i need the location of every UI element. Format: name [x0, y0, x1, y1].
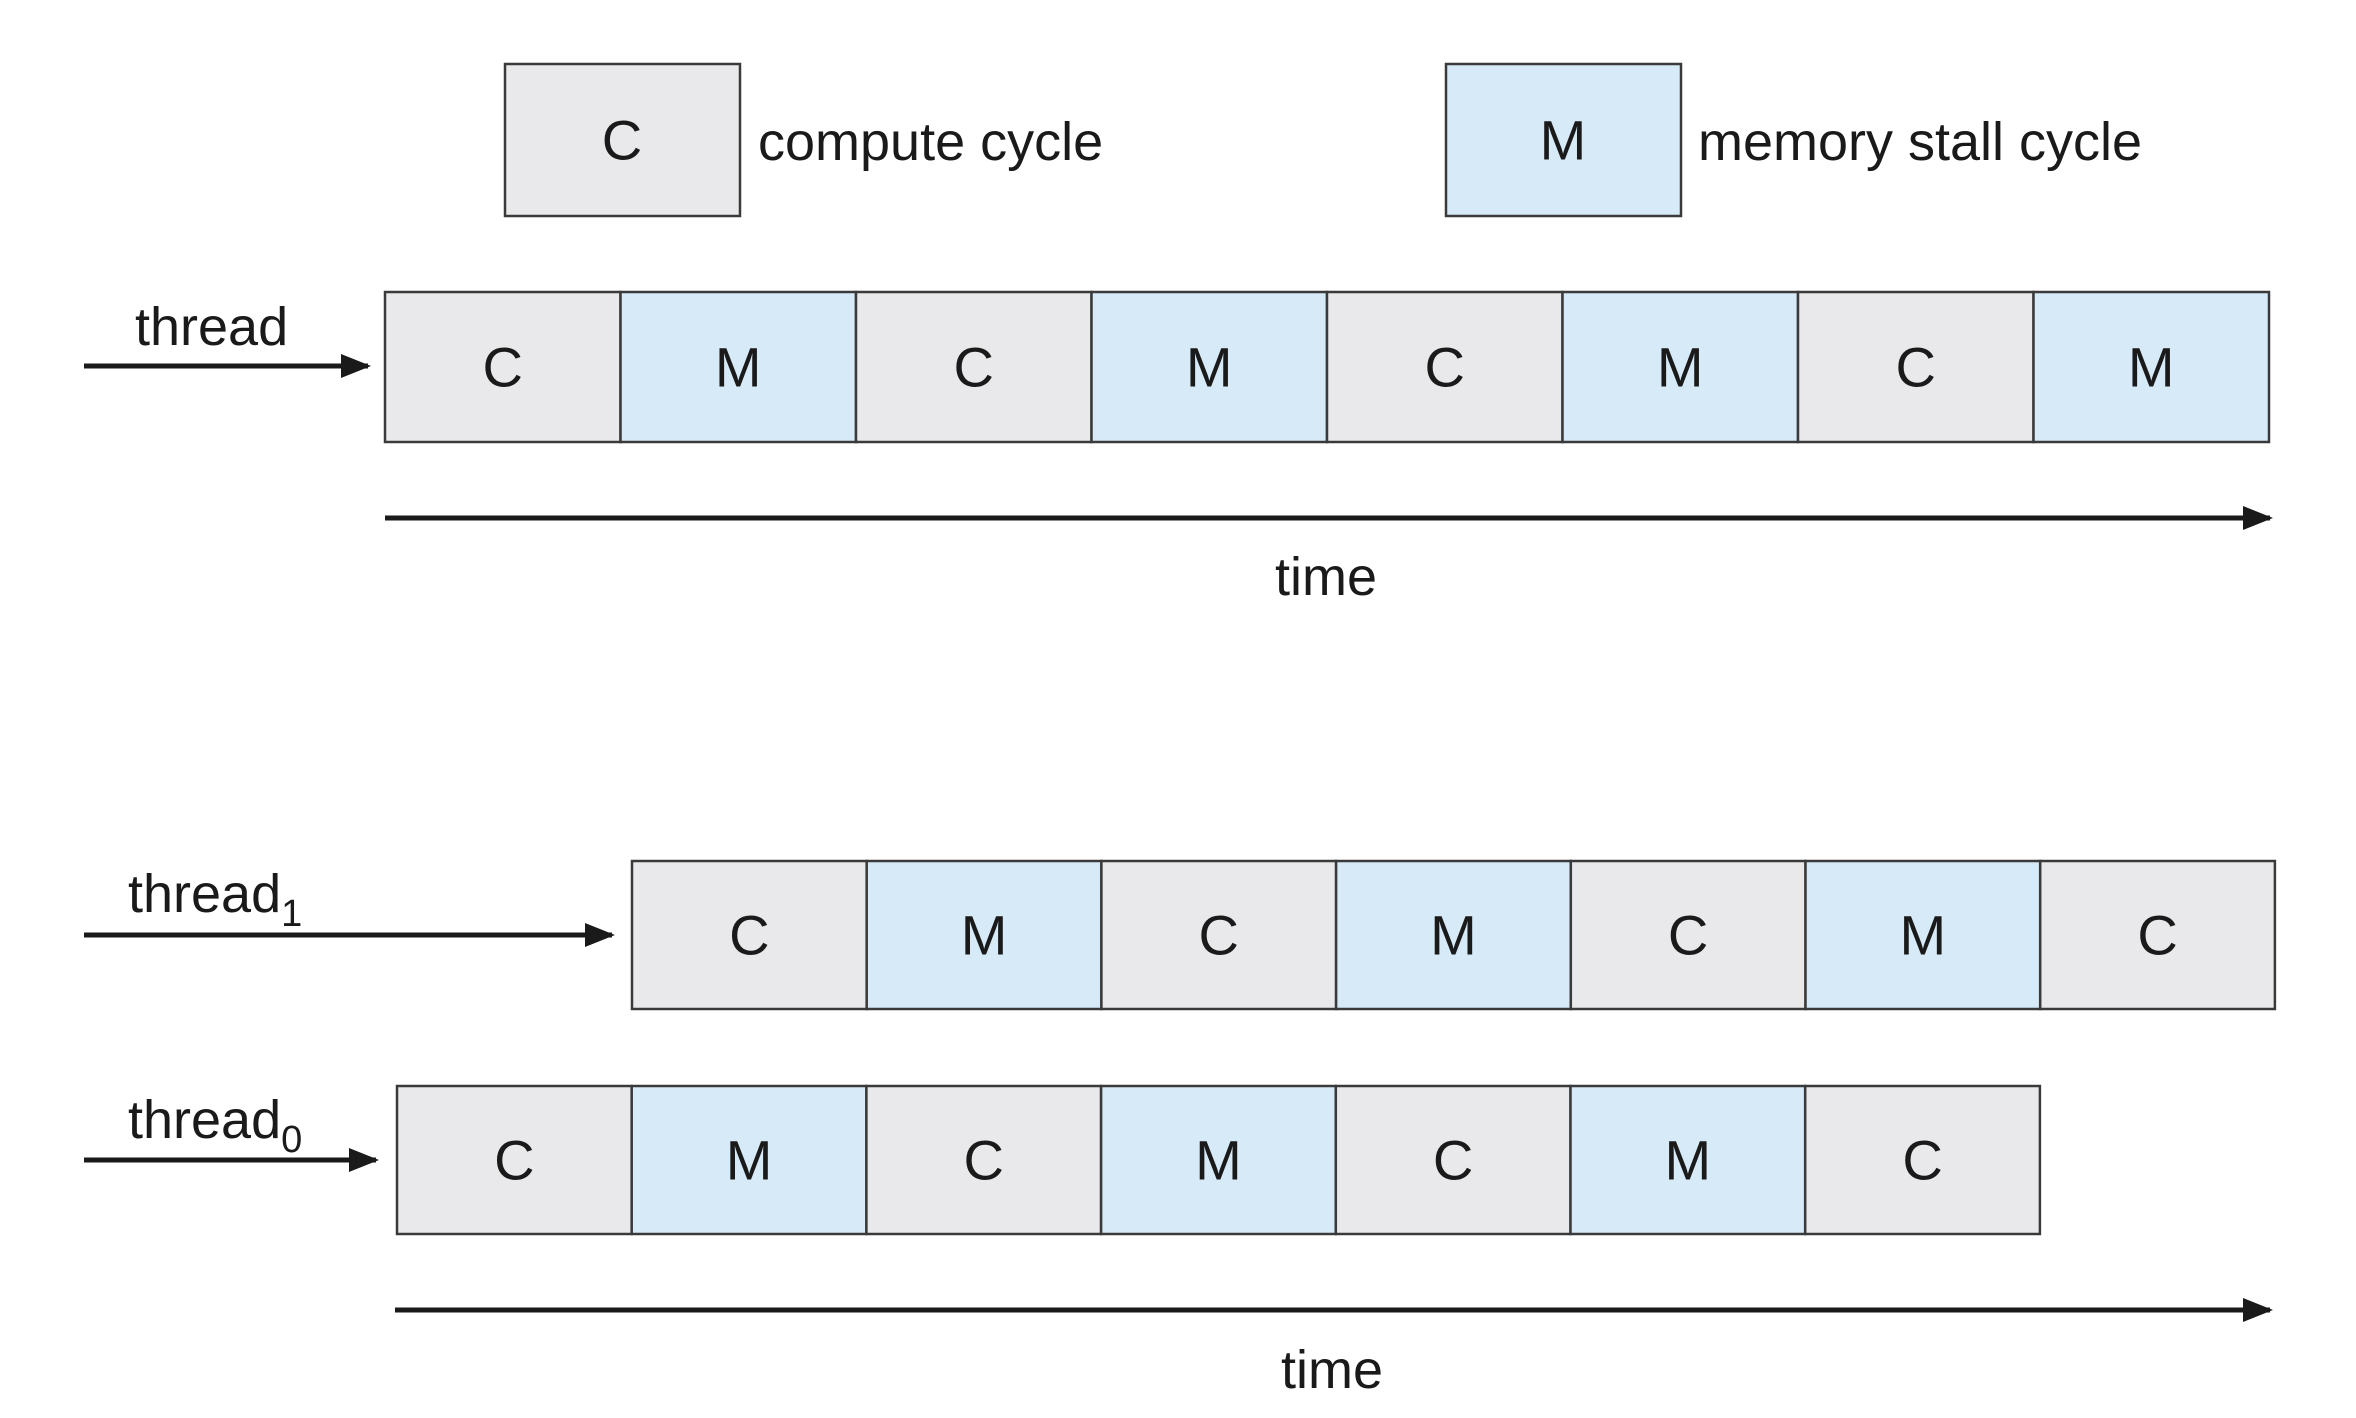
legend-memory-letter: M	[1540, 109, 1587, 172]
memory-cell: M	[865, 859, 1103, 1011]
single-thread-section: thread C M C M C M C M time	[84, 290, 2273, 607]
compute-cell-box	[865, 1084, 1103, 1236]
memory-cell-box	[865, 859, 1103, 1011]
memory-cell-letter: M	[1186, 336, 1233, 399]
multi-time-label: time	[1281, 1340, 1383, 1400]
legend-compute-letter: C	[602, 109, 642, 172]
compute-cell-box	[1334, 1084, 1572, 1236]
compute-cell-letter: C	[1668, 904, 1708, 967]
compute-cell: C	[865, 1084, 1103, 1236]
thread1-label-subscript: 1	[281, 893, 302, 935]
memory-cell-letter: M	[1665, 1129, 1712, 1192]
memory-cell: M	[1334, 859, 1573, 1011]
compute-cell-box	[1569, 859, 1807, 1011]
memory-cell-letter: M	[2128, 336, 2175, 399]
compute-cell: C	[630, 859, 868, 1011]
compute-cell-letter: C	[483, 336, 523, 399]
compute-cell-letter: C	[2137, 904, 2177, 967]
thread1-label: thread1	[128, 864, 302, 935]
legend-compute-label: compute cycle	[758, 112, 1103, 172]
memory-cell-letter: M	[715, 336, 762, 399]
compute-cell-box	[1100, 859, 1338, 1011]
memory-cell-box	[1561, 290, 1800, 444]
single-thread-label: thread	[135, 297, 288, 357]
compute-cell: C	[854, 290, 1093, 444]
thread0-label-subscript: 0	[281, 1119, 302, 1161]
legend-memory-label: memory stall cycle	[1698, 112, 2142, 172]
compute-cell-letter: C	[494, 1129, 534, 1192]
compute-cell-box	[1803, 1084, 2042, 1236]
memory-cell: M	[1569, 1084, 1807, 1236]
thread1-label-main: thread	[128, 864, 281, 924]
memory-cell-box	[1090, 290, 1329, 444]
legend-memory: M memory stall cycle	[1444, 62, 2142, 218]
compute-cell-letter: C	[729, 904, 769, 967]
compute-cell: C	[1796, 290, 2035, 444]
compute-cell-letter: C	[964, 1129, 1004, 1192]
memory-cell-letter: M	[1195, 1129, 1242, 1192]
legend: C compute cycle M memory stall cycle	[503, 62, 2142, 218]
compute-cell: C	[2038, 859, 2277, 1011]
compute-cell: C	[1803, 1084, 2042, 1236]
memory-cell: M	[1561, 290, 1800, 444]
compute-cell-letter: C	[1425, 336, 1465, 399]
memory-cell-letter: M	[1657, 336, 1704, 399]
memory-cell-box	[1804, 859, 2042, 1011]
thread0-label-main: thread	[128, 1090, 281, 1150]
memory-cell-letter: M	[1430, 904, 1477, 967]
compute-cell-box	[630, 859, 868, 1011]
compute-cell-box	[395, 1084, 633, 1236]
memory-cell: M	[630, 1084, 868, 1236]
compute-cell: C	[383, 290, 622, 444]
compute-cell-letter: C	[1902, 1129, 1942, 1192]
compute-cell-box	[383, 290, 622, 444]
memory-cell-box	[1099, 1084, 1338, 1236]
memory-cell: M	[1090, 290, 1329, 444]
memory-cell-letter: M	[961, 904, 1008, 967]
compute-cell-box	[2038, 859, 2277, 1011]
compute-cell: C	[1325, 290, 1564, 444]
compute-cell-letter: C	[1433, 1129, 1473, 1192]
single-time-label: time	[1275, 547, 1377, 607]
compute-cell-box	[1796, 290, 2035, 444]
legend-memory-box	[1444, 62, 1683, 218]
memory-cell: M	[2032, 290, 2271, 444]
compute-cell: C	[395, 1084, 633, 1236]
memory-cell-box	[1334, 859, 1573, 1011]
memory-cell: M	[1804, 859, 2042, 1011]
compute-cell: C	[1334, 1084, 1572, 1236]
compute-cell: C	[1569, 859, 1807, 1011]
memory-cell-box	[630, 1084, 868, 1236]
compute-cell-letter: C	[1199, 904, 1239, 967]
memory-cell: M	[1099, 1084, 1338, 1236]
compute-cell-letter: C	[1896, 336, 1936, 399]
legend-compute-box	[503, 62, 742, 218]
thread0-label: thread0	[128, 1090, 302, 1161]
compute-cell: C	[1100, 859, 1338, 1011]
legend-compute: C compute cycle	[503, 62, 1103, 218]
memory-cell-box	[2032, 290, 2271, 444]
memory-cell-letter: M	[726, 1129, 773, 1192]
memory-cell: M	[619, 290, 858, 444]
memory-cell-letter: M	[1900, 904, 1947, 967]
compute-cell-letter: C	[954, 336, 994, 399]
